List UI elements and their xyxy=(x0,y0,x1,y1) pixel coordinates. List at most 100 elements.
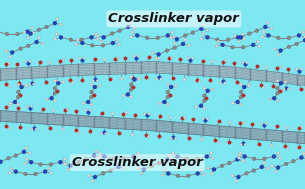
Point xyxy=(129,75,134,78)
Point xyxy=(116,166,121,169)
Point xyxy=(13,170,18,173)
Point xyxy=(0,111,2,114)
Point xyxy=(92,65,96,68)
Point xyxy=(95,79,100,82)
Point xyxy=(303,39,305,42)
Point xyxy=(16,83,21,86)
Point xyxy=(146,56,151,59)
Point xyxy=(240,61,245,64)
Point xyxy=(23,60,28,63)
Point xyxy=(92,115,96,118)
Point xyxy=(166,57,171,60)
Point xyxy=(244,61,249,64)
Point xyxy=(37,36,41,39)
Point xyxy=(175,174,180,177)
Point xyxy=(92,154,96,157)
Point xyxy=(252,157,257,160)
Point xyxy=(174,38,179,41)
Point xyxy=(271,85,276,88)
Point xyxy=(156,76,161,79)
Point xyxy=(275,99,280,102)
Point xyxy=(240,33,245,36)
Polygon shape xyxy=(0,61,305,85)
Point xyxy=(13,78,18,81)
Point xyxy=(254,29,259,32)
Point xyxy=(217,75,221,78)
Point xyxy=(135,152,140,155)
Point xyxy=(101,58,106,61)
Point xyxy=(215,38,220,41)
Point xyxy=(48,171,53,174)
Point xyxy=(123,63,127,66)
Point xyxy=(115,56,120,59)
Point xyxy=(248,69,253,72)
Point xyxy=(80,58,84,61)
Point xyxy=(98,156,102,159)
Point xyxy=(264,131,268,134)
Point xyxy=(22,31,27,34)
Point xyxy=(206,167,210,170)
Point xyxy=(107,73,112,76)
Point xyxy=(138,70,143,73)
Point xyxy=(185,70,190,73)
Point xyxy=(217,67,221,70)
Point xyxy=(165,49,170,52)
Point xyxy=(29,81,34,84)
Point xyxy=(154,77,159,81)
Point xyxy=(0,72,2,75)
Point xyxy=(92,126,96,129)
Point xyxy=(54,33,59,36)
Point xyxy=(248,130,253,133)
Point xyxy=(201,134,206,137)
Point xyxy=(185,69,190,72)
Point xyxy=(169,85,174,88)
Point xyxy=(103,132,108,135)
Point xyxy=(186,57,191,60)
Point xyxy=(241,159,246,162)
Point xyxy=(107,61,112,64)
Point xyxy=(29,69,34,72)
Point xyxy=(232,34,237,37)
Point xyxy=(186,174,191,177)
Point xyxy=(55,79,59,82)
Point xyxy=(75,38,80,41)
Point xyxy=(44,26,49,29)
Point xyxy=(138,64,143,67)
Point xyxy=(242,37,246,40)
Point xyxy=(13,75,18,78)
Point xyxy=(201,132,206,135)
Point xyxy=(165,158,170,161)
Point xyxy=(185,67,190,70)
Point xyxy=(264,65,269,68)
Point xyxy=(60,115,65,118)
Point xyxy=(204,97,209,100)
Point xyxy=(236,40,241,43)
Point xyxy=(25,62,30,65)
Point xyxy=(175,155,180,158)
Point xyxy=(170,128,174,131)
Point xyxy=(291,160,296,163)
Point xyxy=(231,61,236,64)
Point xyxy=(60,75,65,78)
Point xyxy=(201,124,206,127)
Point xyxy=(232,136,237,139)
Point xyxy=(92,58,97,61)
Point xyxy=(123,61,127,64)
Point xyxy=(244,172,249,175)
Point xyxy=(197,80,202,83)
Point xyxy=(79,38,84,41)
Point xyxy=(217,135,221,138)
Point xyxy=(87,174,92,177)
Point xyxy=(157,134,162,137)
Point xyxy=(170,125,174,128)
Point xyxy=(138,129,143,132)
Point xyxy=(171,35,176,38)
Point xyxy=(171,159,176,162)
Point xyxy=(43,170,48,173)
Point xyxy=(235,101,240,104)
Point xyxy=(239,103,243,106)
Point xyxy=(129,83,134,86)
Point xyxy=(232,129,237,132)
Point xyxy=(226,121,231,124)
Point xyxy=(0,71,2,74)
